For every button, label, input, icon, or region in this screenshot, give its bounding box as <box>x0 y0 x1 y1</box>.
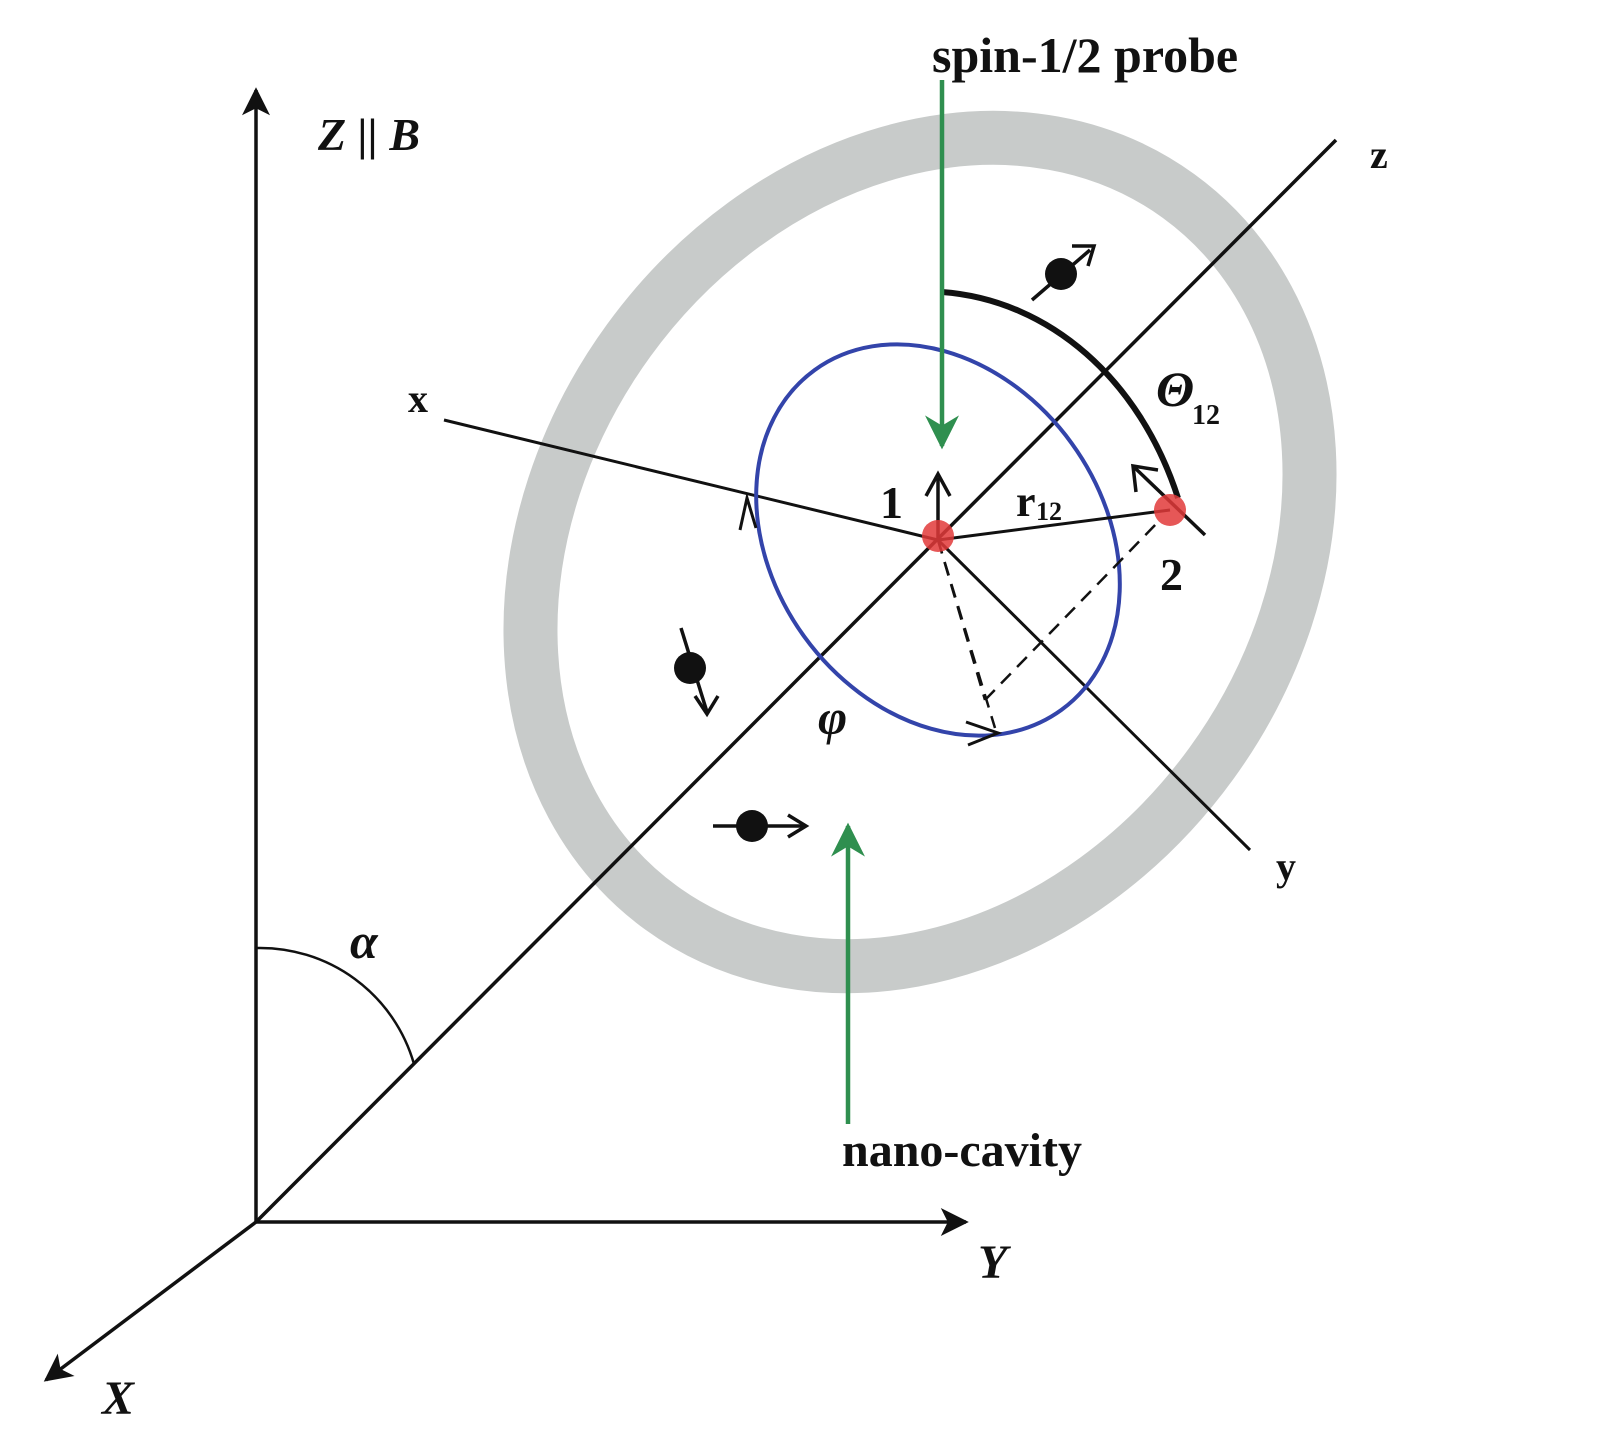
label-axis-Z-parallel-B: Z || B <box>317 109 420 160</box>
label-theta: Θ <box>1156 361 1194 417</box>
orbit-ellipse <box>754 342 1122 738</box>
label-local-z: z <box>1370 132 1388 177</box>
local-z-axis <box>254 138 1338 1224</box>
theta12-arc <box>941 289 1181 499</box>
alpha-arc <box>255 946 416 1065</box>
electron-lower-icon <box>713 810 810 842</box>
projection-dash-3 <box>984 519 1161 701</box>
label-phi: φ <box>818 689 847 745</box>
label-axis-Y: Y <box>978 1236 1011 1289</box>
spin-site-2 <box>1154 494 1186 526</box>
label-theta-subscript: 12 <box>1192 400 1220 431</box>
spin-site-1 <box>922 520 954 552</box>
local-y-axis <box>936 538 1252 852</box>
label-spin-2: 2 <box>1160 549 1183 600</box>
local-x-axis <box>443 418 939 542</box>
label-alpha: α <box>350 913 379 969</box>
global-x-axis <box>43 1220 258 1382</box>
label-r: r <box>1016 477 1036 526</box>
electron-upper-icon <box>1030 244 1097 302</box>
spin2-arrowhead <box>1130 463 1159 493</box>
label-spin-probe: spin-1/2 probe <box>932 27 1238 83</box>
label-axis-X: X <box>100 1372 135 1425</box>
label-local-y: y <box>1276 844 1296 889</box>
label-spin-1: 1 <box>880 477 903 528</box>
nano-cavity-ring <box>503 110 1337 994</box>
label-local-x: x <box>408 376 428 421</box>
spin1-arrowhead <box>924 470 952 497</box>
projection-dash-2 <box>936 539 997 729</box>
label-nano-cavity: nano-cavity <box>842 1124 1082 1177</box>
orbit-arrow-left <box>738 492 758 531</box>
orbit-arrow-bottom <box>965 720 1003 747</box>
label-r-subscript: 12 <box>1036 497 1062 526</box>
electron-left-icon <box>674 627 720 718</box>
r12-vector <box>937 508 1171 542</box>
